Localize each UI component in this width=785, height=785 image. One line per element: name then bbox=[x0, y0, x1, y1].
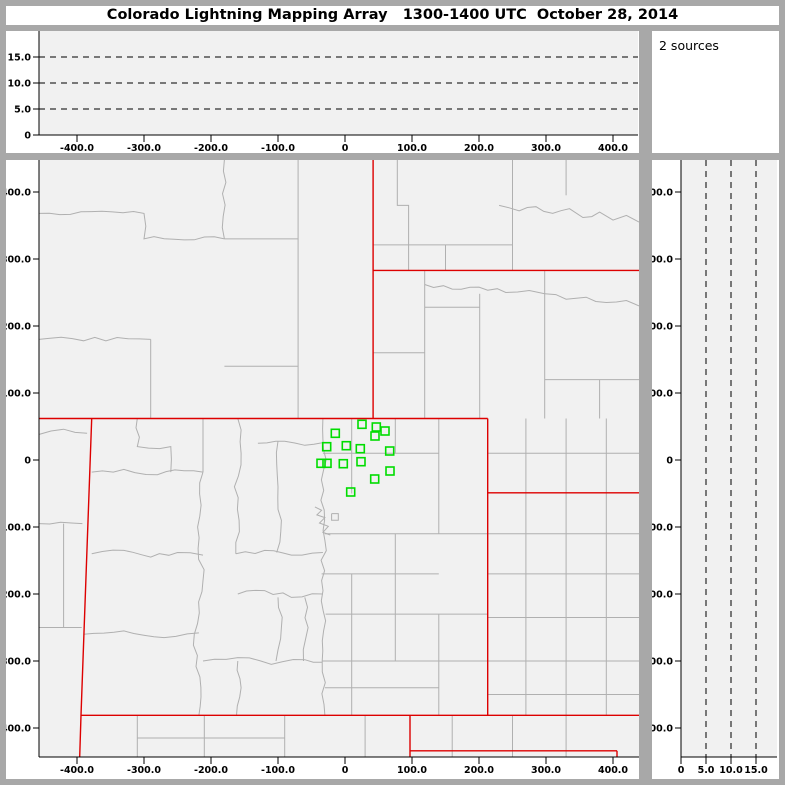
svg-text:0: 0 bbox=[24, 456, 31, 467]
svg-text:300.0: 300.0 bbox=[652, 255, 673, 266]
svg-text:-400.0: -400.0 bbox=[652, 724, 673, 735]
svg-text:0: 0 bbox=[342, 765, 349, 776]
svg-text:200.0: 200.0 bbox=[652, 322, 673, 333]
svg-text:-100.0: -100.0 bbox=[652, 523, 673, 534]
svg-text:-300.0: -300.0 bbox=[652, 657, 673, 668]
svg-text:300.0: 300.0 bbox=[6, 255, 31, 266]
svg-text:5.0: 5.0 bbox=[698, 765, 715, 776]
svg-text:-400.0: -400.0 bbox=[60, 765, 94, 776]
svg-text:300.0: 300.0 bbox=[531, 765, 561, 776]
svg-text:-300.0: -300.0 bbox=[127, 143, 161, 153]
svg-text:5.0: 5.0 bbox=[14, 105, 31, 116]
altitude-ew-plot: 0 5.0 10.0 15.0 -400.0 -300.0 -200.0 -100.0 0 100… bbox=[8, 31, 638, 153]
svg-text:-300.0: -300.0 bbox=[6, 657, 31, 668]
svg-text:200.0: 200.0 bbox=[464, 765, 494, 776]
svg-text:15.0: 15.0 bbox=[8, 53, 32, 64]
svg-text:100.0: 100.0 bbox=[652, 389, 673, 400]
altitude-vs-northsouth-panel: 400.0 300.0 200.0 100.0 0 -100.0 -200.0 -300.0 -… bbox=[652, 160, 779, 779]
svg-text:200.0: 200.0 bbox=[464, 143, 494, 153]
sources-count-label: 2 sources bbox=[659, 38, 719, 53]
svg-text:-200.0: -200.0 bbox=[652, 590, 673, 601]
svg-text:100.0: 100.0 bbox=[397, 765, 427, 776]
svg-text:100.0: 100.0 bbox=[6, 389, 31, 400]
svg-text:-200.0: -200.0 bbox=[194, 143, 228, 153]
svg-text:400.0: 400.0 bbox=[652, 188, 673, 199]
svg-text:0: 0 bbox=[342, 143, 349, 153]
svg-text:400.0: 400.0 bbox=[598, 765, 628, 776]
svg-text:-400.0: -400.0 bbox=[60, 143, 94, 153]
svg-text:400.0: 400.0 bbox=[598, 143, 628, 153]
svg-text:-300.0: -300.0 bbox=[127, 765, 161, 776]
svg-text:100.0: 100.0 bbox=[397, 143, 427, 153]
svg-text:-100.0: -100.0 bbox=[261, 765, 295, 776]
svg-text:0: 0 bbox=[24, 131, 31, 142]
plan-view-map-plot: 400.0 300.0 200.0 100.0 0 -100.0 -200.0 -300.0 -… bbox=[6, 160, 639, 776]
svg-text:-200.0: -200.0 bbox=[6, 590, 31, 601]
svg-text:15.0: 15.0 bbox=[744, 765, 768, 776]
sources-count-panel: 2 sources bbox=[652, 31, 779, 153]
svg-text:300.0: 300.0 bbox=[531, 143, 561, 153]
svg-text:0: 0 bbox=[678, 765, 685, 776]
altitude-ns-plot: 400.0 300.0 200.0 100.0 0 -100.0 -200.0 -300.0 -… bbox=[652, 160, 777, 776]
page-title: Colorado Lightning Mapping Array 1300-14… bbox=[6, 6, 779, 25]
svg-text:-100.0: -100.0 bbox=[261, 143, 295, 153]
svg-text:400.0: 400.0 bbox=[6, 188, 31, 199]
svg-text:-200.0: -200.0 bbox=[194, 765, 228, 776]
svg-text:-100.0: -100.0 bbox=[6, 523, 31, 534]
plan-view-map-panel: 400.0 300.0 200.0 100.0 0 -100.0 -200.0 -300.0 -… bbox=[6, 160, 639, 779]
svg-text:10.0: 10.0 bbox=[8, 79, 32, 90]
svg-text:10.0: 10.0 bbox=[719, 765, 743, 776]
altitude-vs-eastwest-panel: 0 5.0 10.0 15.0 -400.0 -300.0 -200.0 -100.0 0 100… bbox=[6, 31, 639, 153]
svg-text:-400.0: -400.0 bbox=[6, 724, 31, 735]
svg-text:0: 0 bbox=[666, 456, 673, 467]
svg-text:200.0: 200.0 bbox=[6, 322, 31, 333]
